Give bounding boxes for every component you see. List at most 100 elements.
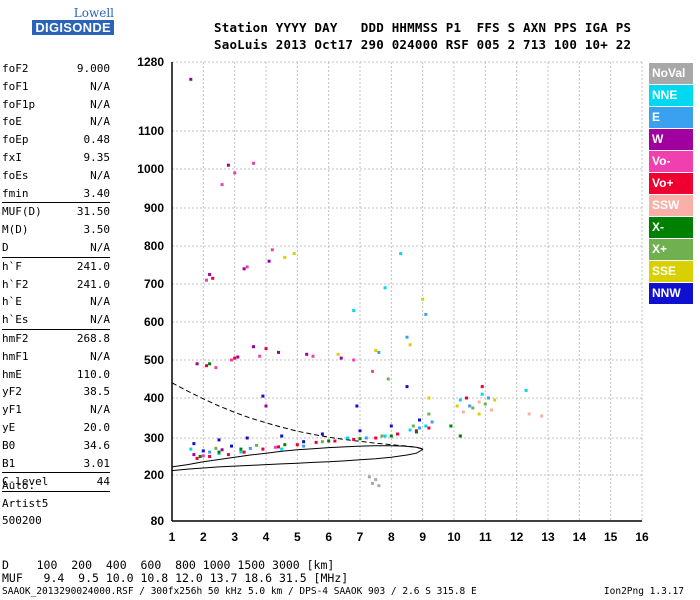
param-value: 268.8 (76, 331, 110, 345)
echo-point-nne (424, 424, 428, 428)
param-name: yE (2, 420, 16, 434)
echo-point-w (208, 273, 212, 276)
echo-point-nne (383, 434, 387, 438)
echo-point-nnw (405, 385, 409, 389)
param-row: MUF(D) 31.50 (2, 202, 110, 221)
param-value: N/A (90, 240, 110, 254)
echo-point-w (277, 350, 280, 354)
echo-point-x- (427, 412, 431, 416)
param-value: 3.50 (83, 223, 111, 237)
x-tick-label: 8 (388, 530, 395, 544)
polarization-legend: NoVal NNE E W Vo- Vo+ SSW X- X+ SSE NNW (649, 63, 693, 305)
echo-point-nne (346, 436, 349, 440)
param-value: 44 (96, 475, 110, 489)
echo-point-sse (493, 398, 497, 402)
param-value: 0.48 (83, 133, 111, 147)
param-row: hmF2 268.8 (2, 328, 110, 348)
param-name: foF1p (2, 97, 36, 111)
x-tick-label: 5 (294, 530, 301, 544)
echo-point-x- (208, 362, 212, 366)
echo-point-sse (455, 404, 459, 408)
echo-point-nnw (230, 444, 233, 448)
param-value: N/A (90, 349, 110, 363)
y-tick-label: 400 (144, 391, 164, 405)
echo-point-vo- (371, 369, 374, 373)
y-tick-label: 700 (144, 277, 164, 291)
echo-point-vo- (480, 385, 484, 389)
header-columns: Station YYYY DAY DDD HHMMSS P1 FFS S AXN… (214, 20, 632, 35)
echo-point-e (424, 312, 428, 316)
param-value: 241.0 (76, 277, 110, 291)
echo-point-vo- (205, 364, 208, 368)
y-tick-label: 1280 (137, 55, 164, 69)
y-tick-label: 300 (144, 431, 164, 445)
true-height-curve (171, 445, 424, 472)
echo-point-x- (483, 402, 487, 406)
echo-point-nnw (358, 429, 362, 433)
virtual-height-curve (171, 382, 423, 450)
echo-point-x- (239, 447, 243, 451)
echo-point-e (487, 396, 490, 400)
echo-point-vo- (245, 265, 249, 269)
echo-point-vo- (261, 447, 265, 451)
y-tick-label: 80 (151, 514, 165, 528)
echo-point-w (267, 259, 271, 263)
param-row: yF1 N/A (2, 401, 110, 419)
echo-point-vo- (214, 366, 218, 370)
param-row: foEs N/A (2, 167, 110, 185)
x-tick-label: 16 (635, 530, 649, 544)
legend-item: NoVal (649, 63, 693, 84)
echo-point-vo- (314, 440, 318, 444)
legend-item: SSW (649, 195, 693, 216)
echo-point-sse (427, 396, 431, 400)
echo-point-vo- (396, 432, 400, 436)
x-tick-label: 6 (325, 530, 332, 544)
echo-point-e (364, 436, 368, 440)
param-value: 9.35 (83, 150, 111, 164)
y-tick-label: 900 (144, 201, 164, 215)
echo-point-sse (477, 412, 481, 416)
echo-point-nnw (302, 440, 306, 444)
x-tick-label: 3 (231, 530, 238, 544)
echo-point-vo- (270, 248, 274, 252)
param-row: foF1p N/A (2, 96, 110, 114)
echo-point-vo- (205, 278, 208, 282)
echo-point-w (339, 356, 343, 360)
echo-point-w (236, 355, 240, 359)
echo-point-vo- (233, 356, 237, 360)
param-value: N/A (90, 295, 110, 309)
param-row: foF1 N/A (2, 78, 110, 96)
echo-point-e (430, 420, 434, 424)
muf-row: MUF 9.4 9.5 10.0 10.8 12.0 13.7 18.6 31.… (2, 571, 349, 585)
echo-point-nnw (217, 438, 221, 442)
echo-point-vo- (264, 347, 268, 351)
param-value: 20.0 (83, 420, 111, 434)
param-name: fmin (2, 186, 29, 200)
param-row: foEp 0.48 (2, 131, 110, 149)
param-name: foF2 (2, 62, 29, 75)
param-value: N/A (90, 403, 110, 417)
legend-item: Vo+ (649, 173, 693, 194)
x-tick-label: 9 (419, 530, 426, 544)
echo-point-ssw (461, 410, 465, 414)
param-value: 34.6 (83, 438, 111, 452)
echo-point-vo- (233, 171, 237, 175)
echo-point-x- (389, 434, 393, 438)
param-row: h`F 241.0 (2, 256, 110, 276)
echo-point-sse (374, 349, 378, 352)
lowell-digisonde-logo: Lowell DIGISONDE (14, 6, 114, 36)
param-name: D (2, 240, 9, 254)
echo-point-vo- (208, 455, 212, 458)
param-row: h`E N/A (2, 293, 110, 311)
echo-point-ssw (490, 408, 494, 412)
autoscaling-label: Auto: (2, 479, 36, 492)
param-name: B0 (2, 438, 16, 452)
param-name: yF1 (2, 403, 22, 417)
echo-point-x- (198, 455, 202, 458)
x-tick-label: 15 (604, 530, 618, 544)
param-value: 38.5 (83, 385, 111, 399)
x-tick-label: 13 (541, 530, 555, 544)
y-tick-label: 600 (144, 315, 164, 329)
echo-point-e (302, 444, 306, 448)
echo-point-w (305, 352, 309, 356)
